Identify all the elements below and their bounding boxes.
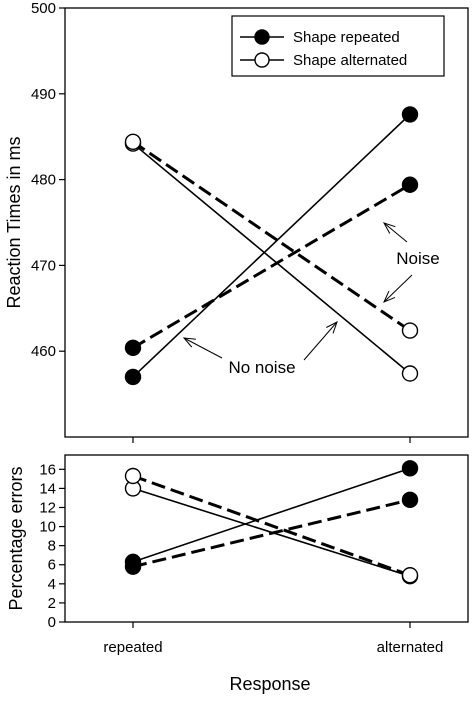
- y-tick-label: 16: [39, 461, 56, 478]
- reaction-time-panel: 460 470 480 490 500 Reaction Times in ms Shape…: [4, 0, 469, 443]
- arrow-head: [382, 222, 396, 234]
- legend-marker-open: [254, 52, 270, 68]
- y-tick-label: 500: [31, 0, 56, 17]
- data-point-series-3: [401, 567, 419, 584]
- series-line-2: [132, 487, 411, 577]
- y-tick-label: 8: [48, 538, 56, 555]
- plot-frame: [64, 454, 469, 623]
- annotation-arrow-noise-upper: [382, 222, 408, 243]
- y-tick-label: 460: [31, 343, 56, 360]
- y-tick-label: 480: [31, 172, 56, 189]
- arrow-shaft: [303, 321, 338, 361]
- data-point-series-1: [401, 176, 419, 193]
- y-tick-label: 470: [31, 257, 56, 274]
- data-point-series-0: [401, 460, 419, 477]
- arrow-shaft: [383, 222, 408, 243]
- y-tick-label: 10: [39, 519, 56, 536]
- y-axis-title: Reaction Times in ms: [4, 136, 24, 308]
- annotation-no-noise: No noise: [228, 358, 295, 377]
- data-point-series-1: [124, 339, 142, 356]
- legend: Shape repeated Shape alternated: [231, 15, 445, 77]
- series-line-2: [132, 142, 411, 375]
- legend-label: Shape alternated: [293, 52, 407, 69]
- data-point-series-1: [401, 491, 419, 509]
- y-tick-label: 0: [48, 614, 56, 631]
- plot-frame: [64, 7, 469, 438]
- y-tick-label: 14: [39, 480, 56, 497]
- series-line-3: [132, 140, 411, 332]
- y-axis-title: Percentage errors: [6, 466, 26, 610]
- data-point-series-1: [124, 558, 142, 575]
- data-point-series-3: [124, 467, 142, 485]
- data-point-series-2: [401, 365, 419, 382]
- annotation-noise: Noise: [396, 249, 439, 268]
- x-axis-title: Response: [229, 674, 310, 694]
- data-point-series-3: [124, 133, 142, 151]
- y-tick-label: 2: [48, 595, 56, 612]
- data-point-series-3: [401, 322, 419, 339]
- y-tick-label: 4: [48, 576, 56, 593]
- y-tick-label: 12: [39, 499, 56, 516]
- arrow-head: [326, 320, 338, 334]
- legend-label: Shape repeated: [293, 29, 400, 46]
- y-tick-label: 490: [31, 86, 56, 103]
- legend-marker-filled: [254, 29, 270, 45]
- series-line-3: [132, 474, 411, 577]
- legend-box: [231, 15, 445, 77]
- x-tick-label: alternated: [377, 639, 444, 656]
- series-line-0: [132, 113, 411, 378]
- percentage-errors-panel: 0 2 4 6 8 10 12 14 16 Percentage errors repeated al…: [6, 454, 469, 694]
- series-line-0: [132, 467, 411, 563]
- arrow-shaft: [183, 337, 223, 359]
- series-line-1: [132, 183, 411, 350]
- arrow-shaft: [383, 274, 413, 303]
- y-tick-label: 6: [48, 557, 56, 574]
- arrow-head: [182, 337, 196, 348]
- series-line-1: [132, 498, 411, 569]
- data-point-series-0: [401, 106, 419, 123]
- annotation-arrow-no-noise-right: [303, 320, 338, 361]
- annotation-arrow-no-noise-left: [182, 337, 223, 359]
- arrow-head: [383, 290, 396, 303]
- annotation-arrow-noise-lower: [383, 274, 413, 303]
- x-tick-label: repeated: [103, 639, 162, 656]
- data-point-series-0: [124, 368, 142, 386]
